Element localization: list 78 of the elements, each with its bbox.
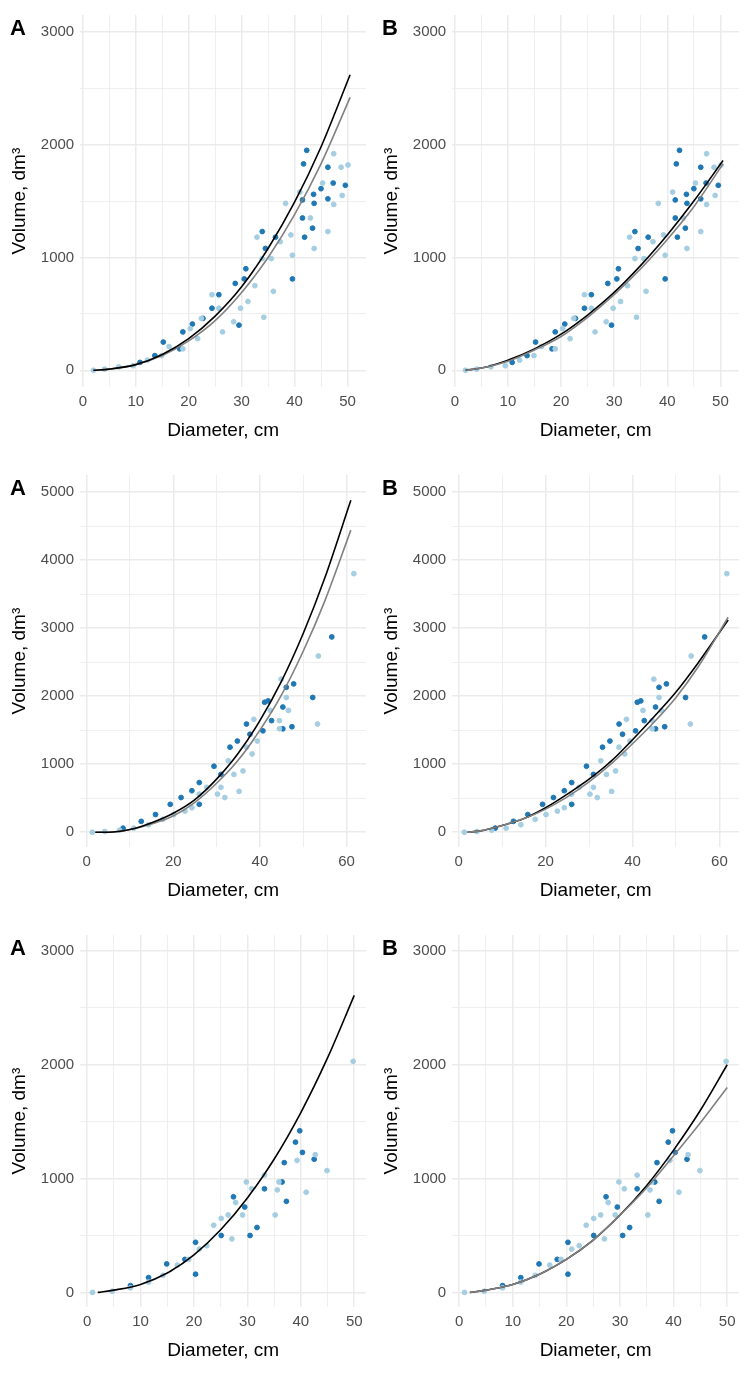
x-tick-label: 20: [537, 852, 554, 870]
x-tick-label: 0: [454, 852, 463, 870]
x-tick-label: 30: [239, 1312, 256, 1330]
y-tick-label: 2000: [40, 686, 75, 704]
x-axis-title: Diameter, cm: [167, 418, 280, 440]
x-tick-label: 40: [251, 852, 269, 870]
x-tick-label: 0: [78, 392, 87, 410]
x-tick-label: 50: [339, 392, 356, 410]
y-tick-label: 1000: [40, 247, 75, 265]
chart-title: B: [382, 475, 398, 501]
y-tick-label: 1000: [412, 247, 447, 265]
x-tick-label: 40: [658, 392, 676, 410]
y-tick-label: 1000: [40, 1168, 75, 1186]
x-tick-label: 60: [338, 852, 355, 870]
chart-title: A: [10, 475, 26, 501]
y-tick-label: 3000: [412, 618, 447, 636]
x-tick-label: 0: [450, 392, 459, 410]
x-tick-label: 20: [164, 852, 182, 870]
y-tick-label: 0: [65, 1282, 75, 1300]
y-tick-label: 4000: [412, 550, 447, 568]
y-axis-title: Volume, dm³: [379, 1067, 401, 1175]
y-tick-label: 3000: [40, 22, 75, 40]
y-tick-label: 0: [437, 1282, 447, 1300]
y-tick-label: 1000: [40, 754, 75, 772]
x-tick-label: 0: [82, 852, 91, 870]
x-axis-title: Diameter, cm: [539, 418, 652, 440]
x-tick-label: 0: [82, 1312, 92, 1330]
x-tick-label: 50: [345, 1312, 363, 1330]
x-tick-label: 10: [499, 392, 517, 410]
y-tick-label: 5000: [40, 482, 75, 500]
y-axis-title: Volume, dm³: [7, 1067, 29, 1175]
x-tick-label: 0: [454, 1312, 464, 1330]
x-axis-title: Diameter, cm: [167, 1338, 280, 1360]
x-tick-label: 30: [605, 392, 623, 410]
y-axis-title: Volume, dm³: [7, 607, 29, 715]
y-tick-label: 1000: [412, 1168, 447, 1186]
y-tick-label: 2000: [412, 134, 447, 152]
y-tick-label: 3000: [40, 941, 75, 959]
chart-title: A: [10, 935, 26, 961]
y-axis-title: Volume, dm³: [379, 607, 401, 715]
y-tick-label: 2000: [40, 134, 75, 152]
x-tick-label: 40: [665, 1312, 682, 1330]
chart-title: A: [10, 15, 26, 41]
x-axis-title: Diameter, cm: [539, 1338, 652, 1360]
y-axis-title: Volume, dm³: [7, 147, 29, 255]
x-tick-label: 60: [711, 852, 728, 870]
x-axis-title: Diameter, cm: [167, 878, 280, 900]
x-tick-label: 20: [180, 392, 198, 410]
chart-title: B: [382, 15, 398, 41]
x-tick-label: 10: [127, 392, 145, 410]
x-tick-label: 40: [292, 1312, 310, 1330]
x-tick-label: 40: [286, 392, 303, 410]
x-tick-label: 30: [611, 1312, 629, 1330]
x-tick-label: 20: [558, 1312, 575, 1330]
y-tick-label: 0: [437, 360, 447, 378]
y-tick-label: 5000: [412, 482, 447, 500]
y-tick-label: 0: [65, 360, 75, 378]
x-tick-label: 50: [718, 1312, 736, 1330]
y-tick-label: 1000: [412, 754, 447, 772]
y-axis-title: Volume, dm³: [379, 147, 401, 255]
y-tick-label: 4000: [40, 550, 75, 568]
y-tick-label: 0: [65, 822, 75, 840]
chart-title: B: [382, 935, 398, 961]
y-tick-label: 3000: [412, 22, 447, 40]
y-tick-label: 3000: [412, 941, 447, 959]
x-tick-label: 10: [132, 1312, 149, 1330]
y-tick-label: 3000: [40, 618, 75, 636]
x-axis-title: Diameter, cm: [539, 878, 652, 900]
y-tick-label: 0: [437, 822, 447, 840]
x-tick-label: 40: [624, 852, 641, 870]
y-tick-label: 2000: [40, 1054, 75, 1072]
x-tick-label: 20: [552, 392, 570, 410]
y-tick-label: 2000: [412, 686, 447, 704]
x-tick-label: 30: [233, 392, 250, 410]
x-tick-label: 10: [504, 1312, 522, 1330]
y-tick-label: 2000: [412, 1054, 447, 1072]
x-tick-label: 50: [712, 392, 729, 410]
x-tick-label: 20: [185, 1312, 203, 1330]
